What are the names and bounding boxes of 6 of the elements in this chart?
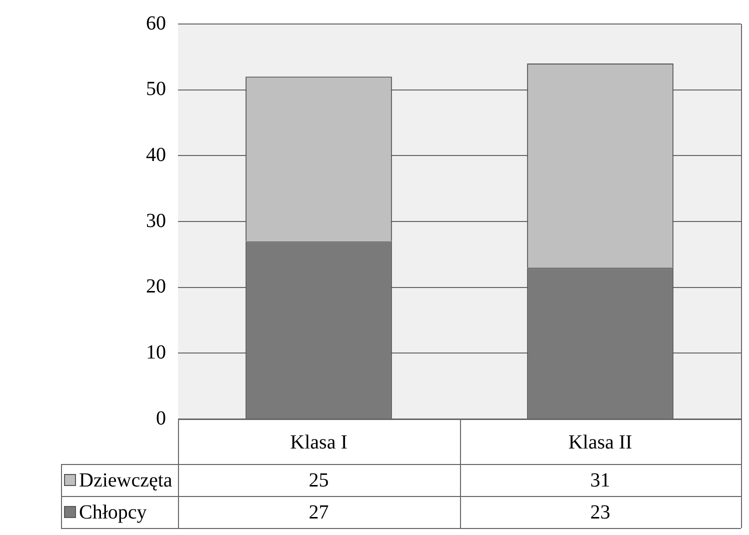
- y-tick-label: 60: [146, 12, 166, 34]
- y-tick-label: 30: [146, 210, 166, 232]
- y-tick-label: 10: [146, 341, 166, 364]
- y-tick-label: 50: [146, 78, 166, 100]
- y-tick-label: 20: [146, 276, 166, 298]
- y-tick-label: 40: [146, 144, 166, 166]
